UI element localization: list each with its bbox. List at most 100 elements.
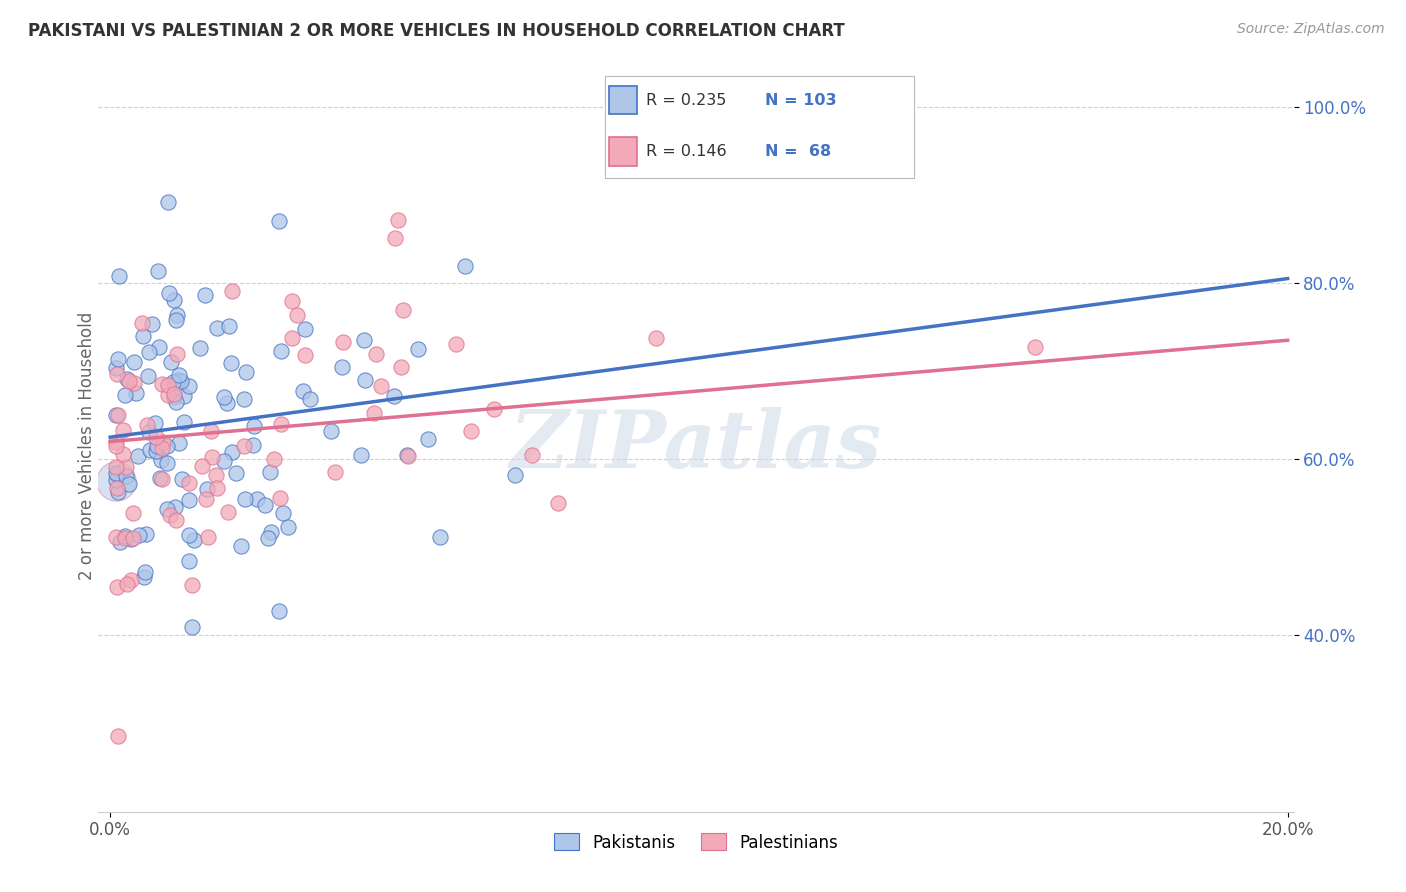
Point <box>219 356 242 370</box>
Point <box>271 506 294 520</box>
Point <box>107 729 129 743</box>
Point <box>121 507 143 521</box>
Point <box>323 465 346 479</box>
Point <box>148 341 170 355</box>
Point <box>294 348 316 362</box>
Point <box>460 424 482 438</box>
Point <box>200 425 222 439</box>
Point <box>173 388 195 402</box>
Point <box>259 524 281 539</box>
Point <box>177 554 200 568</box>
Point <box>105 360 128 375</box>
Point <box>105 439 128 453</box>
Text: N = 103: N = 103 <box>765 93 837 108</box>
Point <box>177 492 200 507</box>
Point <box>482 402 505 417</box>
Point <box>107 468 129 483</box>
Point <box>370 378 392 392</box>
Point <box>267 214 290 228</box>
Point <box>111 423 134 437</box>
Point <box>163 387 186 401</box>
Point <box>269 491 291 505</box>
Point <box>105 459 128 474</box>
Point <box>166 347 188 361</box>
Point <box>354 373 377 387</box>
Point <box>165 500 187 514</box>
Point <box>128 527 150 541</box>
Point <box>134 565 156 579</box>
Point <box>160 355 183 369</box>
Point <box>350 448 373 462</box>
Point <box>277 520 299 534</box>
Point <box>107 351 129 366</box>
FancyBboxPatch shape <box>609 137 637 166</box>
Point <box>134 570 156 584</box>
Point <box>382 389 405 403</box>
Point <box>138 345 160 359</box>
Point <box>139 442 162 457</box>
Point <box>200 450 222 465</box>
Point <box>148 264 170 278</box>
Point <box>294 322 316 336</box>
Point <box>167 368 190 382</box>
Point <box>221 445 243 459</box>
Point <box>221 285 243 299</box>
Point <box>191 458 214 473</box>
Point <box>225 466 247 480</box>
Text: PAKISTANI VS PALESTINIAN 2 OR MORE VEHICLES IN HOUSEHOLD CORRELATION CHART: PAKISTANI VS PALESTINIAN 2 OR MORE VEHIC… <box>28 22 845 40</box>
Point <box>105 466 128 480</box>
Point <box>145 443 167 458</box>
Point <box>105 434 128 449</box>
Point <box>391 303 413 318</box>
Point <box>136 368 159 383</box>
Point <box>162 376 184 390</box>
Point <box>217 505 239 519</box>
Point <box>150 452 173 467</box>
Point <box>143 416 166 430</box>
Point <box>150 376 173 391</box>
Point <box>321 424 343 438</box>
Point <box>163 293 186 308</box>
Point <box>280 294 302 309</box>
Point <box>132 329 155 343</box>
Point <box>157 195 180 210</box>
Point <box>152 434 174 449</box>
Point <box>156 378 179 392</box>
Point <box>270 343 292 358</box>
Text: R = 0.235: R = 0.235 <box>647 93 727 108</box>
Point <box>212 390 235 404</box>
Point <box>105 408 128 422</box>
Point <box>177 528 200 542</box>
Point <box>446 337 468 351</box>
Point <box>242 418 264 433</box>
Point <box>233 439 256 453</box>
Point <box>396 449 419 463</box>
Point <box>177 378 200 392</box>
Point <box>366 346 388 360</box>
Point <box>118 476 141 491</box>
Point <box>330 359 353 374</box>
Point <box>105 481 128 495</box>
Point <box>267 603 290 617</box>
Point <box>212 454 235 468</box>
Point <box>503 468 526 483</box>
Point <box>547 496 569 510</box>
Point <box>124 386 146 401</box>
Point <box>254 499 277 513</box>
Legend: Pakistanis, Palestinians: Pakistanis, Palestinians <box>547 827 845 858</box>
Point <box>1024 340 1046 354</box>
Point <box>127 449 149 463</box>
Point <box>389 359 412 374</box>
Point <box>118 374 141 388</box>
Point <box>122 376 145 391</box>
Point <box>166 308 188 322</box>
Point <box>197 531 219 545</box>
Point <box>107 485 129 500</box>
Point <box>114 388 136 402</box>
Point <box>148 471 170 485</box>
Point <box>645 330 668 344</box>
Point <box>120 573 142 587</box>
Text: Source: ZipAtlas.com: Source: ZipAtlas.com <box>1237 22 1385 37</box>
Point <box>163 390 186 404</box>
Point <box>107 408 129 422</box>
